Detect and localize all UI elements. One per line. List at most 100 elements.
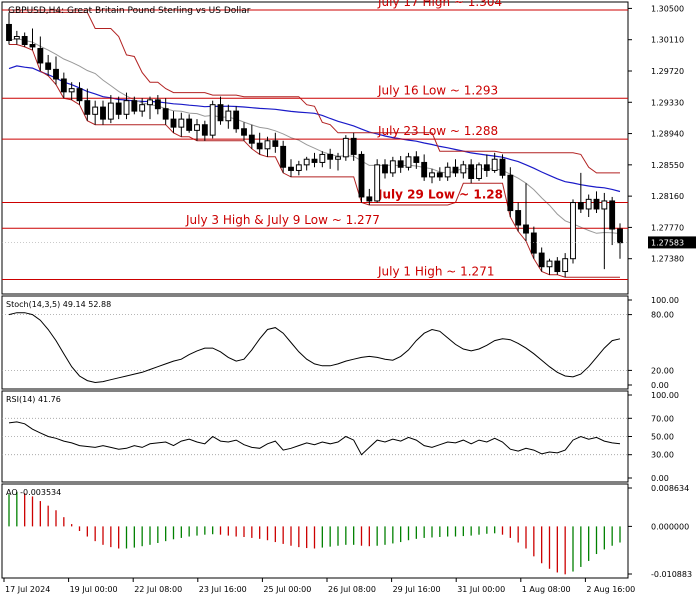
candle-body <box>593 198 600 210</box>
candle-body <box>29 44 36 48</box>
stoch-tick-label-1: 80.00 <box>651 311 674 320</box>
candle-body <box>68 88 75 93</box>
candle <box>570 199 576 264</box>
candle-body <box>154 99 161 110</box>
candle-body <box>366 196 373 202</box>
candle-body <box>170 118 177 128</box>
price-tick-label-6: 1.28160 <box>651 192 684 201</box>
sma-fast-line <box>8 37 621 235</box>
candle <box>507 167 514 217</box>
ao-tick-label-2: -0.010883 <box>651 570 692 579</box>
candle-body <box>342 137 349 158</box>
candle <box>53 56 59 85</box>
level-label-0: July 17 High ~ 1.304 <box>377 0 502 9</box>
candle-body <box>397 160 404 168</box>
candle <box>194 119 200 141</box>
ao-label: AO -0.003534 <box>6 488 61 497</box>
candle-body <box>201 124 208 136</box>
candle-body <box>217 104 224 122</box>
candle <box>311 152 318 168</box>
candle-body <box>162 108 169 120</box>
candle-body <box>530 232 537 254</box>
time-label-6: 29 Jul 16:00 <box>393 585 441 594</box>
candle <box>170 111 177 133</box>
candle-body <box>256 142 263 150</box>
candle-body <box>389 160 396 174</box>
candle-body <box>468 164 475 179</box>
candle <box>123 92 130 120</box>
candle <box>29 28 36 51</box>
candle-body <box>452 166 459 174</box>
candle-body <box>507 174 514 212</box>
candle <box>13 30 20 45</box>
candle-body <box>303 158 310 166</box>
stochastic-panel: 100.00 80.00 20.00 0.00 Stoch(14,3,5) 49.14 … <box>2 296 679 390</box>
rsi-line <box>8 421 621 456</box>
candle-body <box>6 23 12 42</box>
candle <box>37 36 44 71</box>
candle <box>264 136 271 157</box>
level-label-2: July 23 Low ~ 1.288 <box>377 124 498 138</box>
rsi-tick-label-4: 0.00 <box>651 474 669 483</box>
price-tick-label-3: 1.29330 <box>651 98 684 107</box>
time-label-0: 17 Jul 2024 <box>5 585 50 594</box>
candle-body <box>350 137 357 155</box>
rsi-label: RSI(14) 41.76 <box>6 395 61 404</box>
candle <box>468 159 475 184</box>
candle-body <box>436 172 443 178</box>
candle <box>186 114 193 133</box>
rsi-tick-label-3: 30.00 <box>651 451 674 460</box>
candle <box>280 140 287 173</box>
candle <box>241 122 247 141</box>
candle-body <box>546 260 553 268</box>
candle <box>92 100 99 125</box>
level-label-5: July 1 High ~ 1.271 <box>377 265 494 279</box>
stoch-tick-label-3: 0.00 <box>651 381 669 390</box>
stoch-label: Stoch(14,3,5) 49.14 52.88 <box>6 300 111 309</box>
candle <box>256 132 263 155</box>
ao-tick-label-1: 0.000000 <box>651 522 689 531</box>
candle <box>429 168 435 184</box>
candle-body <box>585 198 592 210</box>
time-label-1: 19 Jul 00:00 <box>70 585 118 594</box>
level-label-1: July 16 Low ~ 1.293 <box>377 83 498 97</box>
candle-body <box>21 35 28 46</box>
candle <box>515 202 522 232</box>
level-label-4: July 3 High & July 9 Low ~ 1.277 <box>185 213 380 227</box>
candle <box>491 152 498 173</box>
candle <box>405 152 412 171</box>
candle <box>76 82 83 105</box>
candle <box>460 160 467 179</box>
candle <box>617 223 623 259</box>
candle-body <box>233 110 240 130</box>
candle-body <box>37 48 44 64</box>
candle <box>601 192 608 270</box>
candle-body <box>444 166 451 178</box>
candle-body <box>538 252 545 268</box>
candle <box>68 82 75 100</box>
candle <box>358 151 365 203</box>
candle <box>335 152 341 171</box>
panel-frame-stoch <box>1 295 629 390</box>
candle <box>327 148 334 169</box>
candle <box>452 159 459 177</box>
candle <box>483 154 490 177</box>
candle <box>295 160 302 176</box>
price-tick-label-2: 1.29720 <box>651 67 684 76</box>
candle-body <box>617 228 623 244</box>
candle-body <box>319 153 326 163</box>
candle-body <box>295 164 302 171</box>
candle-body <box>123 100 130 115</box>
candle <box>319 151 326 168</box>
candle-body <box>601 200 608 210</box>
price-tick-label-7: 1.27770 <box>651 223 684 232</box>
candle <box>272 132 279 153</box>
price-tick-label-8: 1.27380 <box>651 255 684 264</box>
chart-header: GBPUSD,H4: Great Britain Pound Sterling … <box>8 6 251 16</box>
candle <box>523 183 529 242</box>
rsi-tick-label-1: 70.00 <box>651 414 674 423</box>
candle <box>115 96 122 120</box>
candle-body <box>577 202 584 210</box>
candle <box>147 96 153 120</box>
